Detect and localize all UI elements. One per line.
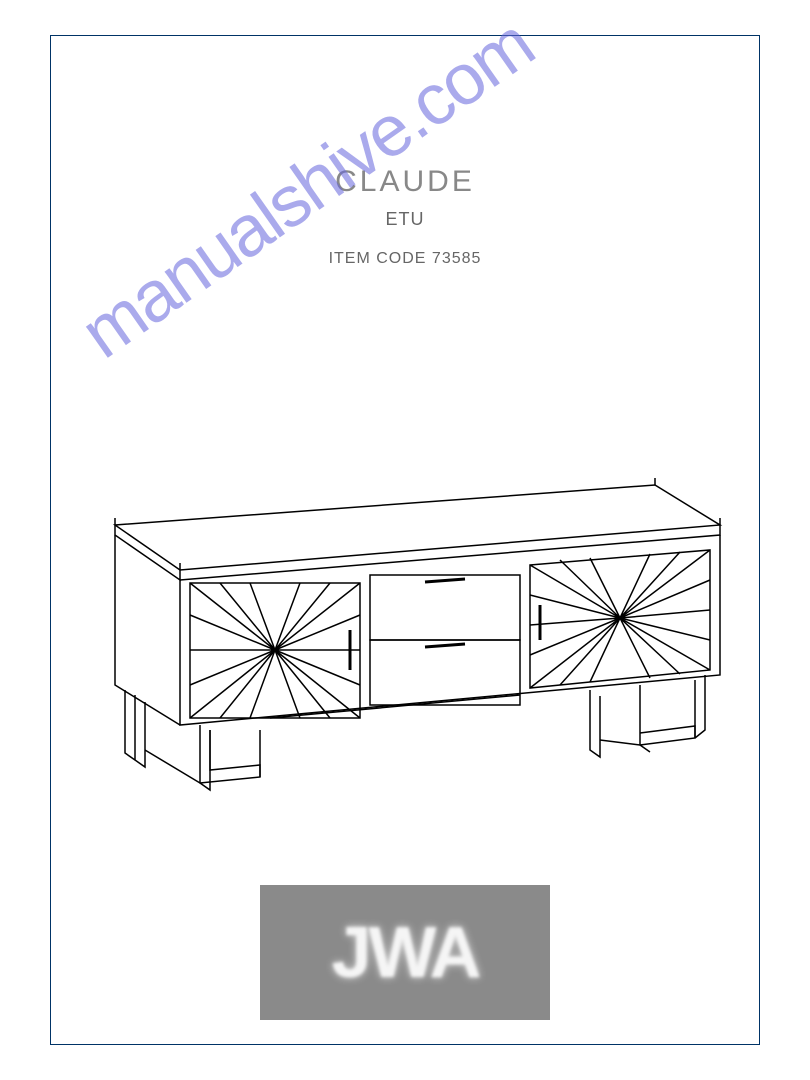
furniture-diagram bbox=[80, 470, 730, 800]
title-block: CLAUDE ETU ITEM CODE 73585 bbox=[0, 165, 810, 268]
logo-box: JWA bbox=[260, 885, 550, 1020]
logo-text: JWA bbox=[331, 912, 478, 994]
item-code: ITEM CODE 73585 bbox=[0, 250, 810, 268]
item-code-label: ITEM CODE bbox=[329, 250, 427, 267]
product-name: CLAUDE bbox=[0, 165, 810, 199]
item-code-value: 73585 bbox=[432, 250, 482, 267]
product-type: ETU bbox=[0, 209, 810, 230]
